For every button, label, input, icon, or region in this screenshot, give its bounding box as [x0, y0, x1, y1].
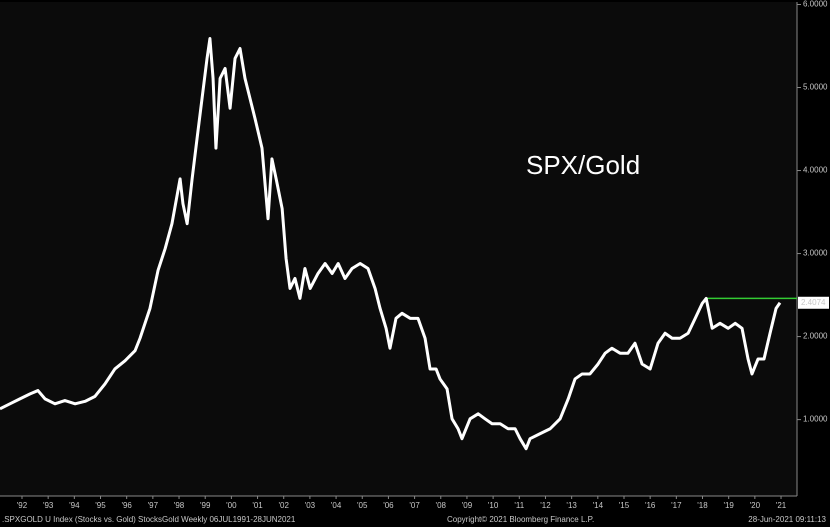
x-tick-label: '96 — [121, 501, 132, 510]
y-tick-label: 4.0000 — [803, 166, 828, 175]
y-tick-label: 2.0000 — [803, 332, 828, 341]
x-tick-label: '21 — [776, 501, 787, 510]
last-value-tag — [798, 296, 829, 309]
x-tick-label: '93 — [43, 501, 54, 510]
y-tick-label: 3.0000 — [803, 249, 828, 258]
x-tick-label: '95 — [95, 501, 106, 510]
x-tick-label: '13 — [566, 501, 577, 510]
last-value-label: 2.4074 — [801, 298, 826, 307]
data-line — [0, 37, 782, 451]
x-tick-label: '05 — [357, 501, 368, 510]
x-tick-label: '09 — [462, 501, 473, 510]
plot-area — [0, 2, 797, 496]
x-tick-label: '12 — [540, 501, 551, 510]
x-tick-label: '07 — [409, 501, 420, 510]
x-tick-label: '98 — [174, 501, 185, 510]
x-tick-label: '14 — [593, 501, 604, 510]
annotation: SPX/Gold — [526, 150, 640, 180]
x-tick-label: '02 — [279, 501, 290, 510]
x-tick-label: '19 — [723, 501, 734, 510]
x-tick-label: '10 — [488, 501, 499, 510]
x-tick-label: '06 — [383, 501, 394, 510]
y-tick-label: 6.0000 — [803, 0, 828, 9]
x-tick-label: '92 — [17, 501, 28, 510]
x-tick-label: '03 — [305, 501, 316, 510]
x-tick-label: '97 — [148, 501, 159, 510]
y-tick-label: 1.0000 — [803, 415, 828, 424]
x-tick-label: '17 — [671, 501, 682, 510]
x-tick-label: '11 — [514, 501, 524, 510]
x-tick-label: '01 — [252, 501, 263, 510]
footer-right: 28-Jun-2021 09:11:13 — [748, 515, 826, 524]
x-tick-label: '16 — [645, 501, 656, 510]
x-tick-label: '08 — [436, 501, 447, 510]
y-tick-label: 5.0000 — [803, 83, 828, 92]
footer-center: Copyright© 2021 Bloomberg Finance L.P. — [447, 515, 594, 524]
x-tick-label: '99 — [200, 501, 211, 510]
x-tick-label: '04 — [331, 501, 342, 510]
x-tick-label: '00 — [226, 501, 237, 510]
x-tick-label: '20 — [750, 501, 761, 510]
x-tick-label: '18 — [697, 501, 708, 510]
x-tick-label: '94 — [69, 501, 80, 510]
x-tick-label: '15 — [619, 501, 630, 510]
footer-left: .SPXGOLD U Index (Stocks vs. Gold) Stock… — [2, 515, 296, 524]
